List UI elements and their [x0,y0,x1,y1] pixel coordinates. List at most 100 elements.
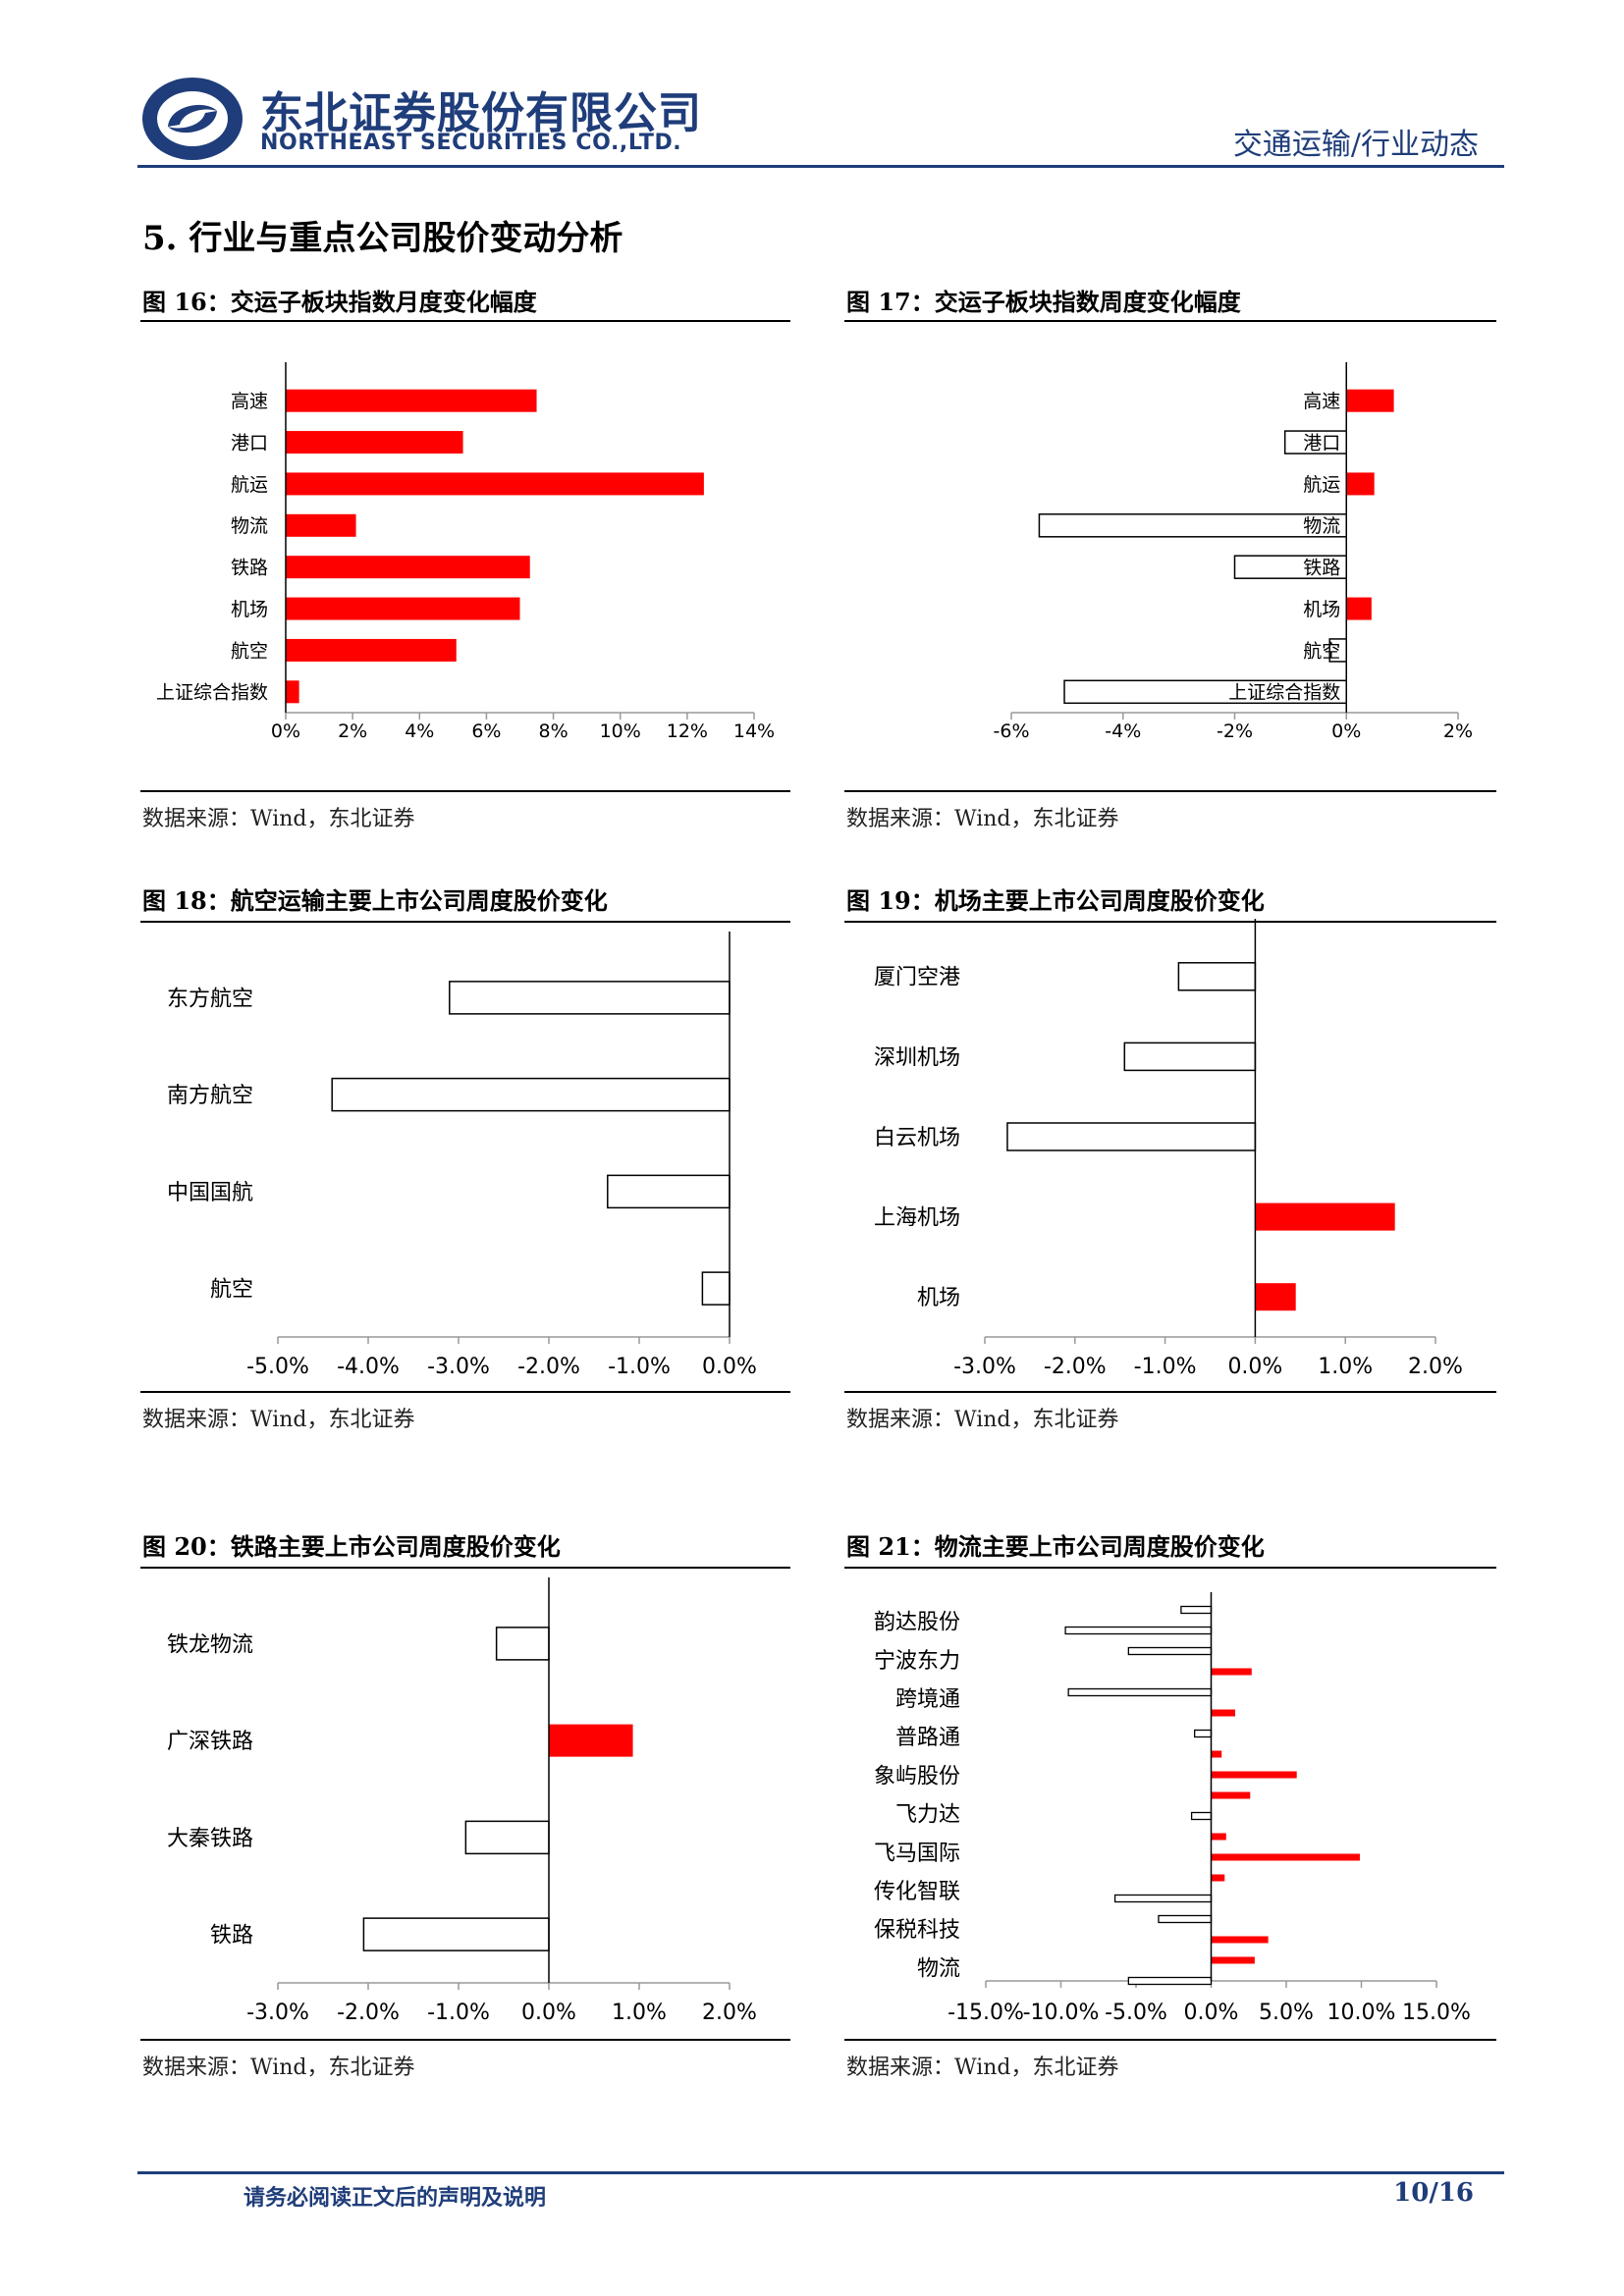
fig16-bar [286,597,520,620]
fig20-bar [495,1627,550,1661]
fig19-category-label: 厦门空港 [874,966,960,990]
fig20-category-label: 广深铁路 [167,1730,253,1754]
fig20-bar [549,1724,633,1757]
fig21-bar [1127,1646,1213,1656]
fig16-title: 图 16：交运子板块指数月度变化幅度 [142,288,537,316]
fig21-top-rule [844,1567,1496,1569]
fig16-category-label: 航空 [231,640,268,662]
fig21-source: 数据来源：Wind，东北证券 [846,2056,1119,2080]
fig19-title: 图 19：机场主要上市公司周度股价变化 [846,886,1265,915]
fig20-x-tick-label: 0.0% [521,2001,576,2025]
company-logo: 东北证券股份有限公司 NORTHEAST SECURITIES CO.,LTD. [140,76,739,164]
fig18-x-tick-label: -5.0% [246,1355,309,1379]
fig18-top-rule [140,921,790,923]
fig16-category-label: 港口 [231,432,268,454]
fig20-bottom-rule [140,2039,790,2041]
fig19-x-tick-label: -2.0% [1044,1355,1107,1379]
fig19-bar [1255,1283,1296,1311]
section-title: 5. 行业与重点公司股价变动分析 [142,219,623,258]
fig16-x-tick-label: 0% [271,721,300,742]
fig16-source: 数据来源：Wind，东北证券 [142,807,415,831]
fig21-category-label: 传化智联 [874,1880,960,1904]
fig21-bar [1211,1874,1225,1882]
fig21-bar [1211,1956,1255,1964]
fig17-category-label: 物流 [1303,515,1340,537]
fig21-bar [1190,1811,1213,1821]
fig19-category-label: 机场 [917,1286,960,1310]
fig21-bar [1180,1605,1213,1615]
fig18-x-tick-label: -4.0% [337,1355,400,1379]
fig18-source: 数据来源：Wind，东北证券 [142,1408,415,1432]
fig21-bar [1158,1914,1213,1924]
fig21-bar [1211,1833,1226,1841]
fig16-bottom-rule [140,790,790,792]
fig19-x-tick-label: 2.0% [1408,1355,1463,1379]
fig20-source: 数据来源：Wind，东北证券 [142,2056,415,2080]
fig21-category-label: 普路通 [895,1726,960,1750]
fig19-x-tick-label: -3.0% [953,1355,1016,1379]
fig18-x-tick-label: -3.0% [427,1355,490,1379]
fig17-title: 图 17：交运子板块指数周度变化幅度 [846,288,1241,316]
header-divider [137,165,1504,168]
fig16-bar [286,431,463,454]
fig16-category-label: 高速 [231,391,268,412]
fig21-bar [1113,1894,1213,1903]
fig19-top-rule [844,921,1496,923]
fig16-category-label: 机场 [231,599,268,620]
fig21-x-tick-label: 0.0% [1184,2001,1239,2025]
fig21-x-tick-label: 15.0% [1402,2001,1471,2025]
fig20-x-tick-label: -2.0% [337,2001,400,2025]
fig17-x-tick-label: -6% [994,721,1030,742]
fig20-chart: -3.0% -2.0% -1.0% 0.0% 1.0% 2.0% 铁龙物流广深铁路大秦铁路铁… [167,1577,757,2025]
fig19-x-tick-label: 0.0% [1227,1355,1282,1379]
fig20-category-label: 铁龙物流 [167,1632,253,1657]
fig18-x-tick-label: 0.0% [702,1355,757,1379]
fig16-bar [286,680,299,704]
fig21-bar [1067,1687,1213,1697]
fig19-source: 数据来源：Wind，东北证券 [846,1408,1119,1432]
fig21-x-tick-label: 10.0% [1327,2001,1396,2025]
page-number: 10/16 [1393,2178,1474,2208]
fig20-x-tick-label: 2.0% [702,2001,757,2025]
fig18-x-tick-label: -1.0% [608,1355,671,1379]
fig18-bar [331,1077,731,1112]
fig21-category-label: 飞力达 [895,1803,960,1828]
fig21-x-tick-label: 5.0% [1259,2001,1314,2025]
company-name-cn: 东北证券股份有限公司 [260,88,702,138]
fig19-category-label: 上海机场 [874,1206,960,1231]
fig18-bar [607,1174,731,1209]
fig16-category-label: 物流 [231,515,268,537]
fig21-bar [1211,1771,1297,1779]
fig16-x-tick-label: 12% [667,721,708,742]
fig19-bar [1006,1122,1257,1151]
fig21-chart: -15.0%-10.0% -5.0% 0.0% 5.0% 10.0% 15.0% 韵达股份宁… [874,1592,1471,2025]
fig17-source: 数据来源：Wind，东北证券 [846,807,1119,831]
fig21-category-label: 保税科技 [874,1918,960,1943]
fig21-category-label: 韵达股份 [874,1611,960,1635]
fig19-x-tick-label: -1.0% [1134,1355,1197,1379]
fig18-category-label: 南方航空 [167,1084,253,1108]
fig21-bar [1127,1976,1213,1986]
fig21-x-tick-label: -10.0% [1023,2001,1100,2025]
fig17-x-tick-label: -4% [1105,721,1141,742]
fig20-title: 图 20：铁路主要上市公司周度股价变化 [142,1532,561,1561]
fig19-x-tick-label: 1.0% [1318,1355,1373,1379]
fig21-x-tick-label: -15.0% [947,2001,1024,2025]
report-category: 交通运输/行业动态 [1232,128,1479,162]
fig17-bar [1346,472,1375,496]
footer-divider [137,2171,1504,2174]
fig19-bar [1177,962,1257,991]
fig18-category-label: 航空 [210,1278,253,1303]
fig18-category-label: 中国国航 [167,1181,253,1205]
fig20-bar [362,1917,550,1951]
fig17-bottom-rule [844,790,1496,792]
fig17-x-tick-label: -2% [1217,721,1253,742]
fig16-x-tick-label: 10% [600,721,641,742]
fig19-chart: -3.0% -2.0% -1.0% 0.0% 1.0% 2.0% 厦门空港深圳机场白云机场上… [874,919,1463,1379]
fig16-category-label: 铁路 [231,558,268,579]
fig17-category-label: 港口 [1303,432,1340,454]
fig21-title: 图 21：物流主要上市公司周度股价变化 [846,1532,1265,1561]
fig21-category-label: 宁波东力 [874,1649,960,1674]
fig20-bar [464,1820,550,1855]
fig17-x-tick-label: 0% [1331,721,1361,742]
